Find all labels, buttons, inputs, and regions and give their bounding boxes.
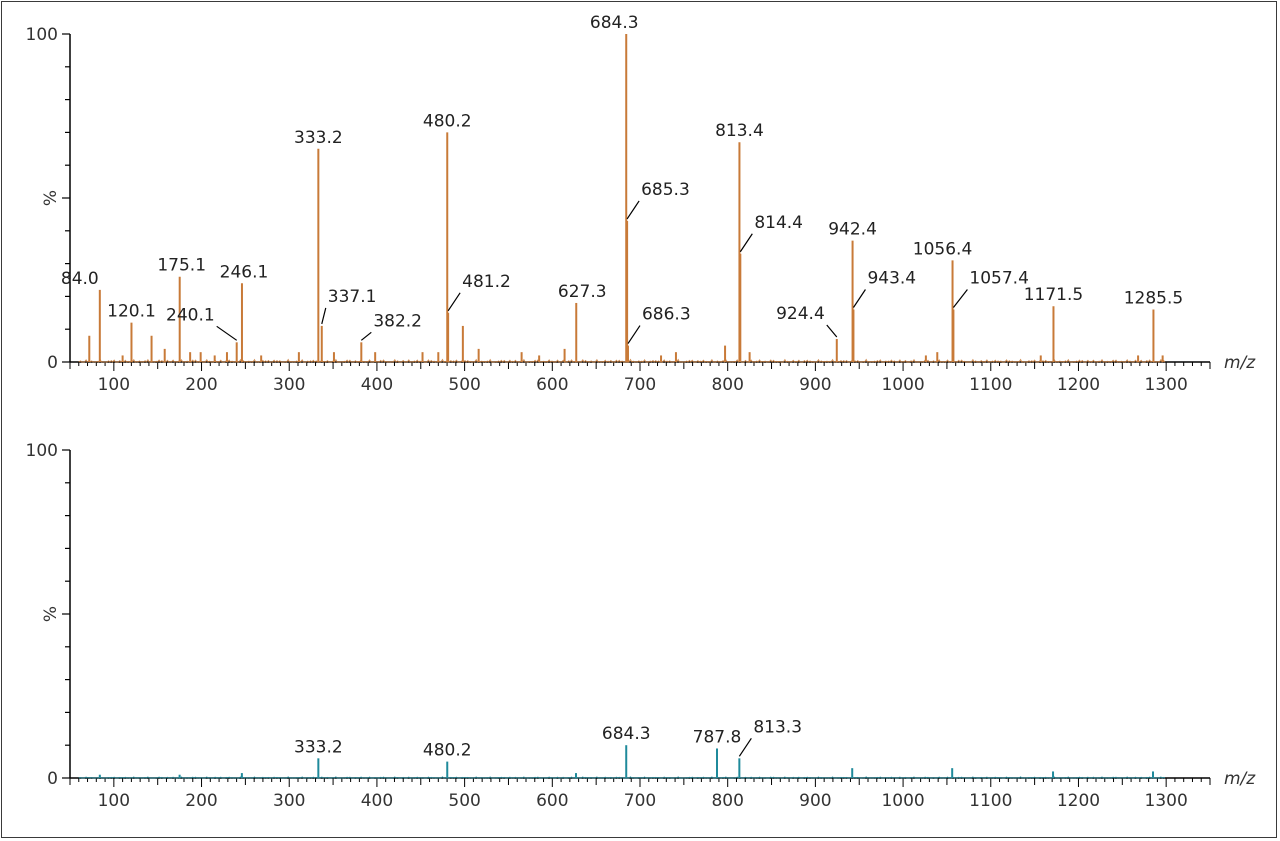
x-tick-label: 1000 — [881, 375, 924, 395]
peak-label: 685.3 — [641, 180, 690, 200]
peak-label: 943.4 — [867, 269, 916, 289]
peak-label: 333.2 — [294, 128, 343, 148]
x-tick-label: 1000 — [881, 791, 924, 811]
peak-label-leader — [360, 331, 372, 341]
spectrum-panel-bottom: 0 100% 100 200 300 400 500 600 700 800 900 1000 1100… — [26, 441, 1257, 811]
y-tick-label: 100 — [26, 441, 58, 461]
x-axis-unit: m/z — [1224, 769, 1256, 789]
peak-label: 684.3 — [590, 13, 639, 33]
x-tick-label: 600 — [536, 791, 568, 811]
x-tick-label: 300 — [273, 375, 305, 395]
peak-label-leader — [216, 325, 238, 341]
x-tick-label: 700 — [624, 375, 656, 395]
x-tick-label: 800 — [711, 791, 743, 811]
peak-label: 481.2 — [462, 272, 511, 292]
x-tick-label: 200 — [185, 375, 217, 395]
y-tick-label: 0 — [47, 769, 58, 789]
x-tick-label: 900 — [799, 375, 831, 395]
x-tick-label: 1100 — [969, 375, 1012, 395]
x-tick-label: 900 — [799, 791, 831, 811]
x-tick-label: 300 — [273, 791, 305, 811]
baseline-noise — [78, 358, 1166, 363]
peak-label: 240.1 — [166, 305, 215, 325]
y-axis-unit: % — [41, 190, 61, 206]
y-tick-label: 0 — [47, 353, 58, 373]
peak-label-leader — [952, 289, 968, 308]
x-tick-label: 1300 — [1145, 375, 1188, 395]
peak-label: 175.1 — [157, 256, 206, 276]
peak-label-leader — [739, 233, 753, 253]
x-tick-label: 1200 — [1057, 375, 1100, 395]
peak-label: 924.4 — [776, 304, 825, 324]
peak-label: 787.8 — [693, 727, 742, 747]
peak-label-leader — [626, 200, 640, 220]
x-tick-label: 1200 — [1057, 791, 1100, 811]
x-tick-label: 500 — [448, 791, 480, 811]
x-tick-label: 400 — [361, 375, 393, 395]
peak-label: 684.3 — [602, 724, 651, 744]
baseline-noise — [78, 776, 1166, 779]
spectrum-panel-top: 0 100% 100 200 300 400 500 600 700 800 900 1000 1100… — [26, 13, 1257, 395]
peak-label: 686.3 — [642, 305, 691, 325]
x-tick-label: 600 — [536, 375, 568, 395]
x-tick-label: 1300 — [1145, 791, 1188, 811]
peak-label: 480.2 — [423, 111, 472, 131]
peak-label-leader — [321, 307, 327, 325]
peak-label-leader — [826, 324, 838, 338]
x-tick-label: 100 — [98, 791, 130, 811]
y-axis-unit: % — [41, 606, 61, 622]
x-tick-label: 800 — [711, 375, 743, 395]
peak-label: 120.1 — [107, 302, 156, 322]
x-tick-label: 100 — [98, 375, 130, 395]
peak-label: 382.2 — [373, 311, 422, 331]
peak-label: 814.4 — [754, 213, 803, 233]
peak-label: 942.4 — [828, 220, 877, 240]
peak-label: 1285.5 — [1124, 289, 1183, 309]
peak-label: 1171.5 — [1024, 285, 1083, 305]
peak-label: 1057.4 — [969, 269, 1028, 289]
x-tick-label: 700 — [624, 791, 656, 811]
peak-label: 480.2 — [423, 741, 472, 761]
peak-label: 813.3 — [753, 717, 802, 737]
peak-label: 333.2 — [294, 737, 343, 757]
x-tick-label: 400 — [361, 791, 393, 811]
peak-label: 1056.4 — [913, 239, 972, 259]
peak-label-leader — [852, 289, 866, 308]
peak-label: 627.3 — [558, 282, 607, 302]
peak-label: 337.1 — [328, 287, 377, 307]
peak-label: 84.0 — [61, 269, 99, 289]
y-tick-label: 100 — [26, 25, 58, 45]
peak-label-leader — [738, 737, 752, 757]
peak-label: 813.4 — [715, 121, 764, 141]
x-tick-label: 500 — [448, 375, 480, 395]
x-tick-label: 200 — [185, 791, 217, 811]
x-axis-unit: m/z — [1224, 353, 1256, 373]
peak-label-leader — [627, 325, 641, 344]
peak-label: 246.1 — [220, 262, 269, 282]
peak-label-leader — [447, 292, 461, 312]
x-tick-label: 1100 — [969, 791, 1012, 811]
